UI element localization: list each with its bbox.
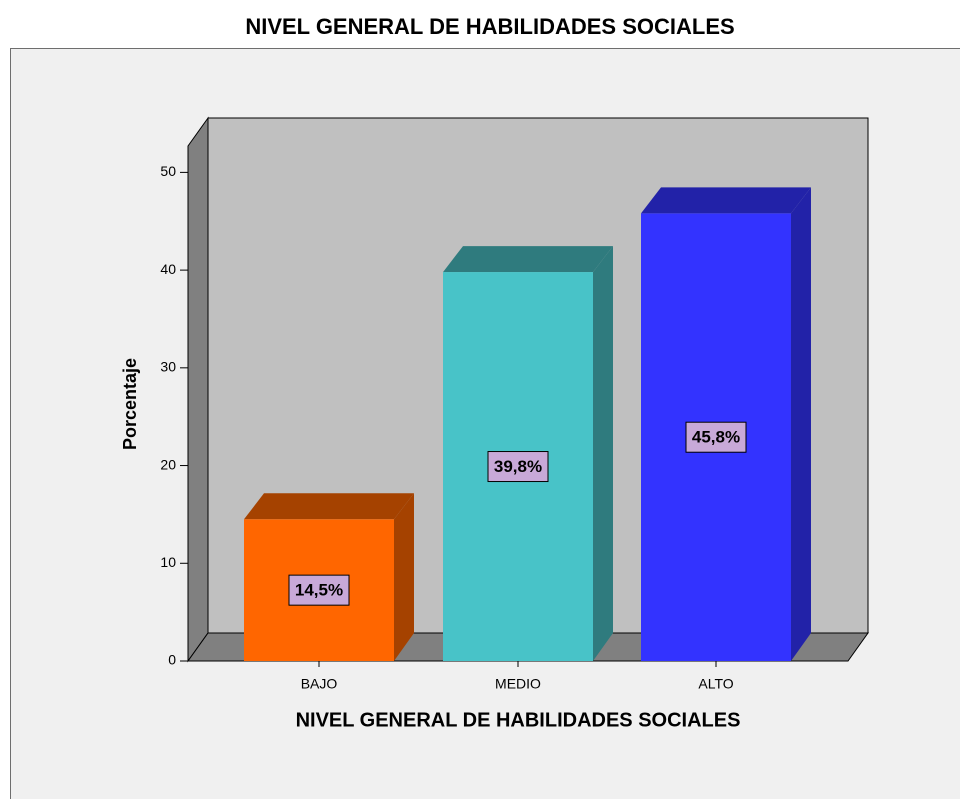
bar-side (593, 246, 613, 661)
y-tick-label: 20 (160, 456, 176, 472)
y-tick-label: 50 (160, 163, 176, 179)
y-axis-label: Porcentaje (120, 358, 140, 450)
x-axis-label: NIVEL GENERAL DE HABILIDADES SOCIALES (296, 709, 741, 731)
y-tick-label: 40 (160, 261, 176, 277)
value-label: 39,8% (494, 457, 542, 476)
x-tick-label: BAJO (301, 676, 338, 692)
value-label: 14,5% (295, 581, 343, 600)
value-label: 45,8% (692, 428, 740, 447)
x-tick-label: MEDIO (495, 676, 541, 692)
chart-title: NIVEL GENERAL DE HABILIDADES SOCIALES (245, 14, 734, 39)
bar-top (244, 493, 414, 519)
side-wall (188, 118, 208, 661)
y-tick-label: 30 (160, 359, 176, 375)
bar-top (641, 187, 811, 213)
bar-side (791, 187, 811, 661)
bar-side (394, 493, 414, 661)
y-tick-label: 0 (168, 652, 176, 668)
bar-top (443, 246, 613, 272)
y-tick-label: 10 (160, 554, 176, 570)
x-tick-label: ALTO (698, 676, 733, 692)
